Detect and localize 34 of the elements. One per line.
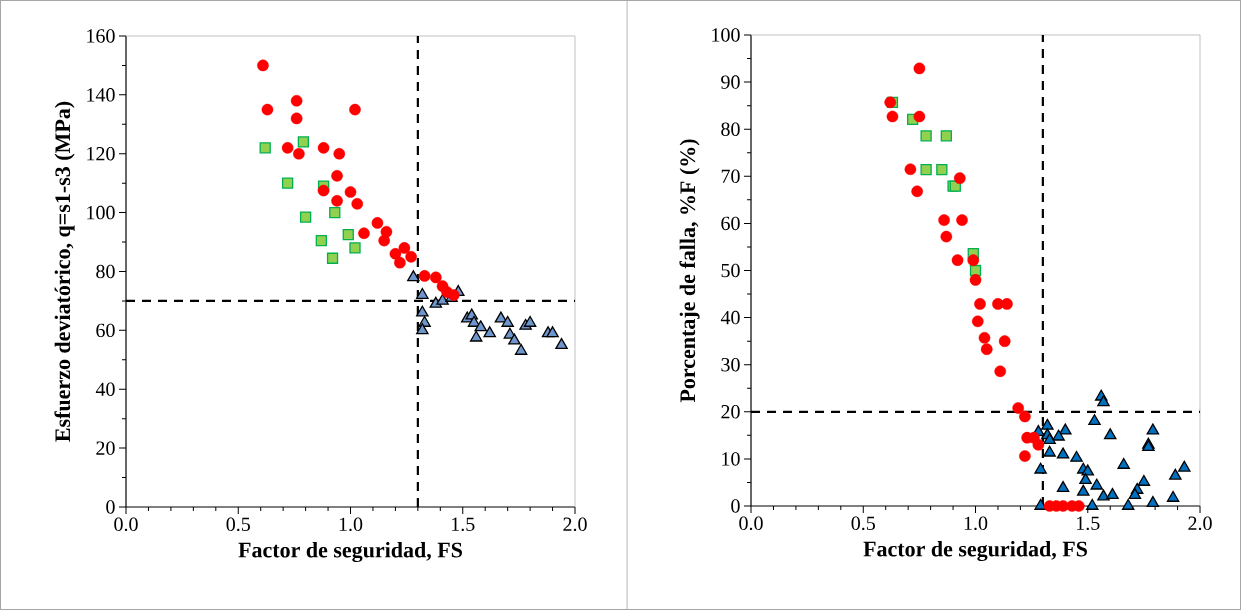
y-tick-label: 50	[721, 263, 740, 278]
y-tick-label: 90	[721, 75, 740, 89]
x-tick-label: 1.5	[452, 517, 475, 532]
y-tick-label: 20	[96, 441, 115, 455]
x-tick-label: 1.0	[339, 517, 363, 532]
y-tick-label: 0	[106, 500, 115, 514]
y-tick-label: 10	[722, 452, 740, 466]
x-tick-label: 0.0	[114, 517, 138, 532]
y-tick-label: 70	[721, 169, 740, 184]
x-tick-label: 0.5	[851, 516, 875, 531]
x-tick-label: 2.0	[563, 517, 587, 532]
y-tick-label: 0	[731, 499, 740, 513]
x-tick-label: 1.0	[964, 516, 988, 531]
y-tick-label: 60	[96, 323, 115, 338]
y-tick-label: 100	[87, 205, 115, 220]
y-tick-label: 80	[96, 264, 115, 279]
y-tick-label: 20	[721, 405, 740, 419]
y-axis-title: Porcentaje de falla, %F (%)	[679, 139, 700, 403]
y-tick-label: 40	[720, 310, 740, 325]
y-tick-label: 80	[721, 122, 740, 136]
y-tick-label: 120	[87, 147, 115, 161]
x-tick-label: 2.0	[1188, 516, 1212, 531]
x-tick-label: 0.5	[226, 517, 250, 532]
y-axis-title: Esfuerzo deviatórico, q=s1-s3 (MPa)	[54, 101, 75, 442]
y-tick-label: 40	[95, 382, 115, 396]
y-tick-label: 140	[87, 88, 115, 102]
x-tick-label: 1.5	[1077, 516, 1100, 531]
y-tick-label: 60	[721, 216, 740, 231]
y-tick-label: 100	[712, 28, 740, 42]
x-tick-label: 0.0	[739, 516, 763, 531]
y-tick-label: 160	[87, 29, 115, 43]
y-tick-label: 30	[721, 357, 740, 372]
x-axis-title: Factor de seguridad, FS	[863, 540, 1088, 562]
x-axis-title: Factor de seguridad, FS	[238, 541, 462, 563]
